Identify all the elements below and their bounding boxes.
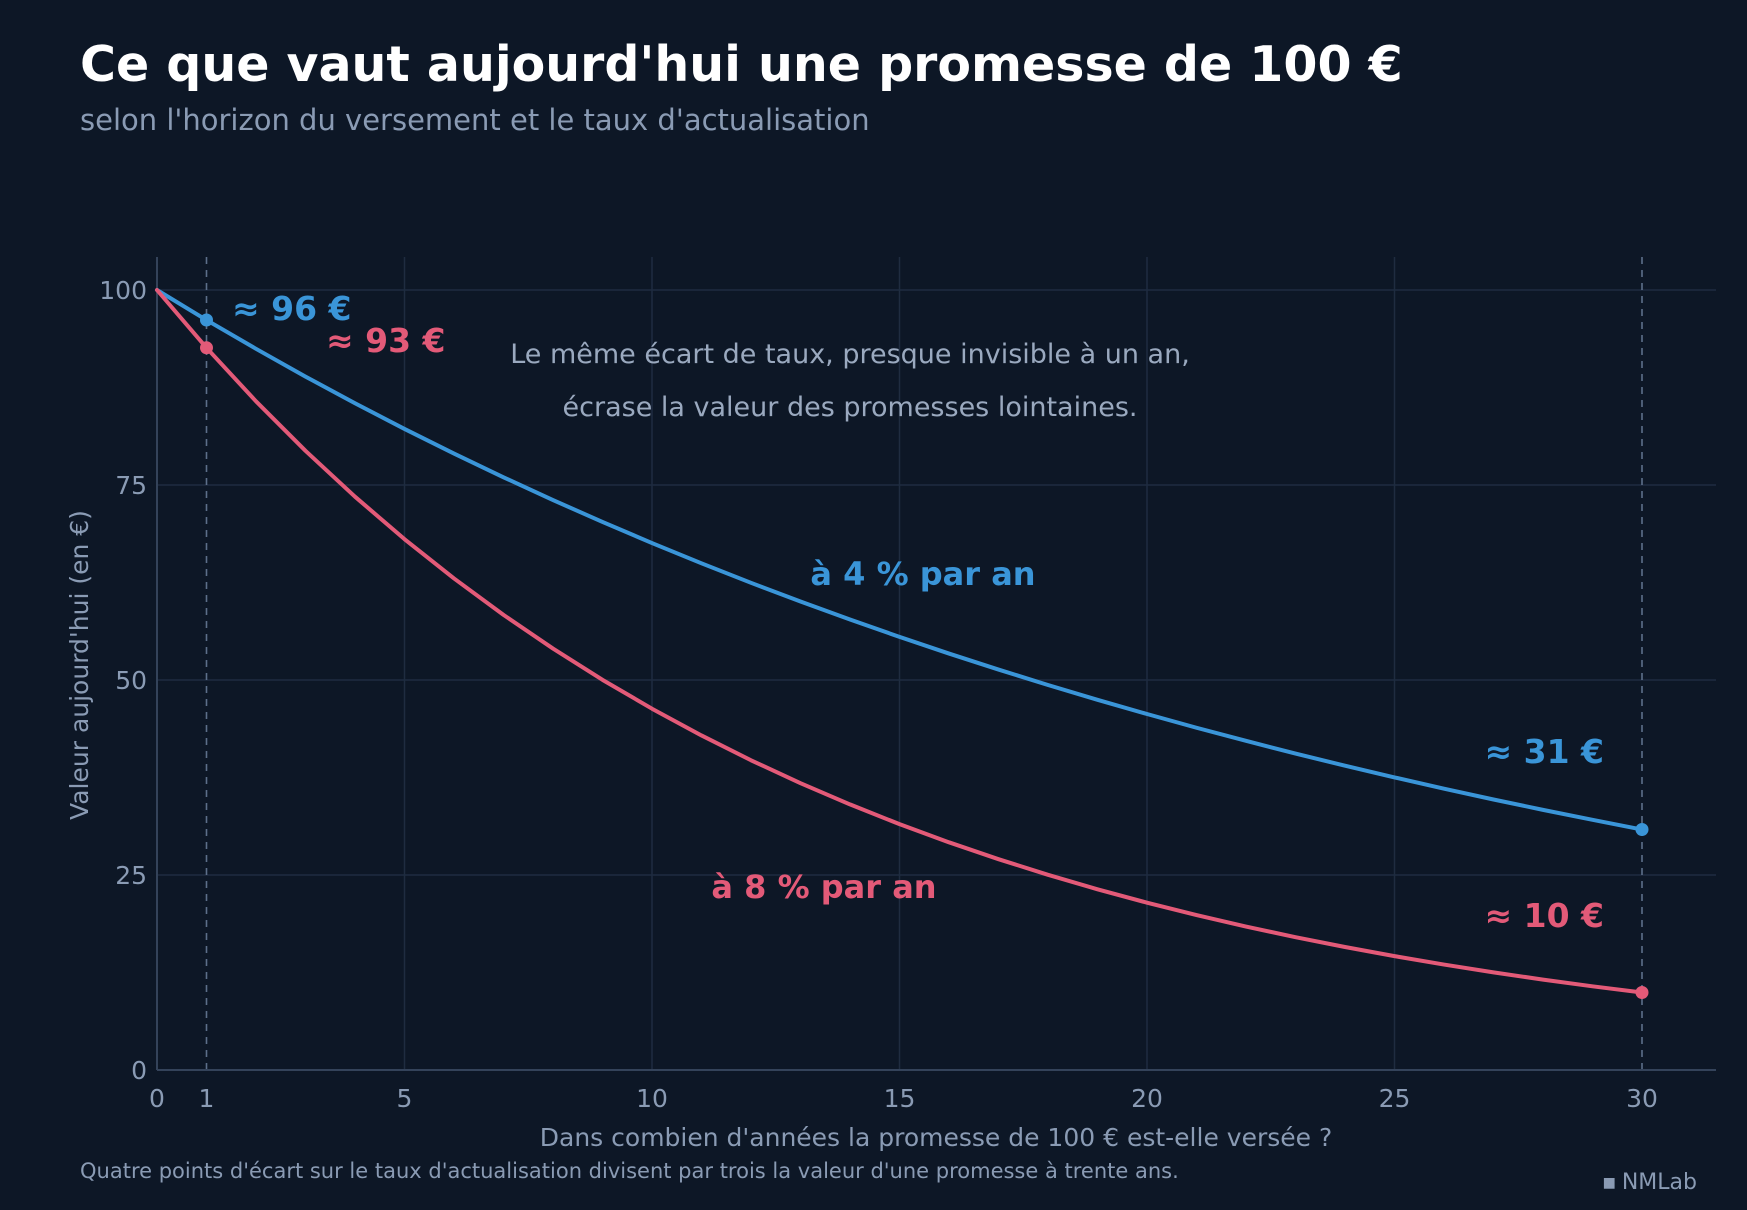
chart-subtitle: selon l'horizon du versement et le taux …: [80, 103, 870, 137]
chart-footer: Quatre points d'écart sur le taux d'actu…: [80, 1159, 1179, 1183]
axes: [156, 257, 1716, 1071]
annotation-line-2: écrase la valeur des promesses lointaine…: [563, 392, 1138, 423]
x-axis-title: Dans combien d'années la promesse de 100…: [540, 1123, 1332, 1152]
x-tick-label: 10: [636, 1084, 668, 1113]
y-axis-title: Valeur aujourd'hui (en €): [65, 510, 94, 820]
series-markers: [200, 313, 1649, 999]
x-tick-label: 30: [1626, 1084, 1658, 1113]
y-tick-label: 100: [99, 276, 147, 305]
chart-title: Ce que vaut aujourd'hui une promesse de …: [80, 36, 1403, 93]
y-tick-label: 0: [131, 1056, 147, 1085]
marker-point-r8-year1: [200, 341, 213, 355]
x-tick-label: 20: [1131, 1084, 1163, 1113]
x-tick-label: 1: [199, 1084, 215, 1113]
y-tick-label: 50: [115, 666, 147, 695]
credit-label: NMLab: [1621, 1170, 1697, 1195]
series-line-r8: [155, 288, 1644, 995]
marker-point-r8-year30: [1635, 985, 1649, 999]
y-tick-label: 75: [115, 471, 147, 500]
marker-point-r4-year30: [1635, 823, 1649, 837]
chart-credit: ■ NMLab: [1603, 1170, 1697, 1195]
series-line-r4: [155, 288, 1644, 832]
x-tick-label: 15: [884, 1084, 916, 1113]
grid-lines: [157, 257, 1716, 1070]
y-tick-label: 25: [115, 861, 147, 890]
marker-point-r4-year1: [200, 313, 213, 327]
x-tick-label: 0: [149, 1084, 165, 1113]
marker-label-r8-year30: ≈ 10 €: [1484, 896, 1604, 935]
series-lines: [155, 288, 1644, 995]
x-tick-label: 25: [1379, 1084, 1411, 1113]
marker-label-r4-year1: ≈ 96 €: [232, 289, 352, 328]
annotation-line-1: Le même écart de taux, presque invisible…: [510, 339, 1190, 370]
y-tick-labels: 0 25 50 75 100: [99, 276, 147, 1085]
x-tick-labels: 0 1 5 10 15 20 25 30: [149, 1084, 1658, 1113]
series-label-r4: à 4 % par an: [810, 555, 1035, 593]
square-mark-icon: ■: [1602, 1175, 1616, 1191]
series-label-r8: à 8 % par an: [711, 868, 936, 906]
reference-lines: [205, 257, 1643, 1070]
marker-label-r4-year30: ≈ 31 €: [1484, 732, 1604, 771]
x-tick-label: 5: [397, 1084, 413, 1113]
marker-label-r8-year1: ≈ 93 €: [326, 321, 446, 360]
